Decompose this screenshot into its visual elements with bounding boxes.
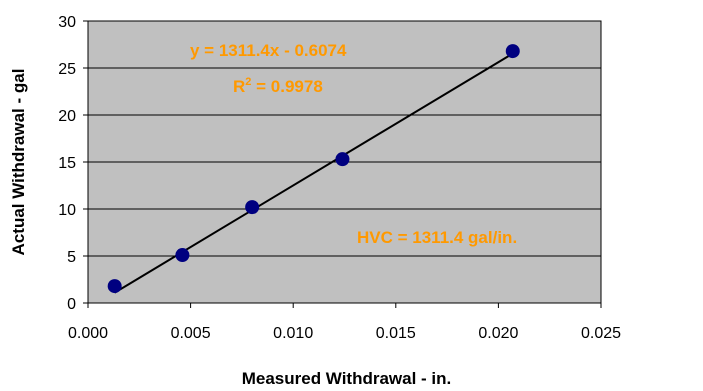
data-point-2 xyxy=(175,248,190,263)
data-point-5 xyxy=(505,44,520,59)
x-axis-title: Measured Withdrawal - in. xyxy=(242,369,452,388)
y-tick-label: 0 xyxy=(67,296,76,313)
r-squared-prefix: R xyxy=(233,77,245,96)
x-tick-label: 0.020 xyxy=(478,325,518,342)
x-tick-labels: 0.000 0.005 0.010 0.015 0.020 0.025 xyxy=(68,325,621,342)
y-tick-label: 5 xyxy=(67,249,76,266)
equation-annotation: y = 1311.4x - 0.6074 xyxy=(190,41,347,60)
plot-border xyxy=(87,20,602,304)
r-squared-annotation: R2 = 0.9978 xyxy=(233,76,323,96)
y-tick-label: 30 xyxy=(58,14,76,31)
r-squared-value: = 0.9978 xyxy=(251,77,322,96)
data-point-3 xyxy=(245,200,260,215)
y-axis-title: Actual Withdrawal - gal xyxy=(9,69,28,256)
y-tick-label: 20 xyxy=(58,108,76,125)
y-tick-labels: 0 5 10 15 20 25 30 xyxy=(58,14,76,313)
x-tick-label: 0.005 xyxy=(171,325,211,342)
x-tick-label: 0.000 xyxy=(68,325,108,342)
data-point-1 xyxy=(107,279,122,294)
data-points xyxy=(107,44,520,294)
y-tick-label: 10 xyxy=(58,202,76,219)
r-squared-superscript: 2 xyxy=(245,76,251,88)
x-tick-label: 0.025 xyxy=(581,325,621,342)
x-tick-label: 0.015 xyxy=(376,325,416,342)
x-tick-label: 0.010 xyxy=(273,325,313,342)
hvc-annotation: HVC = 1311.4 gal/in. xyxy=(357,228,517,247)
y-tick-label: 15 xyxy=(58,155,76,172)
axes xyxy=(83,20,602,308)
y-tick-label: 25 xyxy=(58,61,76,78)
data-point-4 xyxy=(335,152,350,167)
